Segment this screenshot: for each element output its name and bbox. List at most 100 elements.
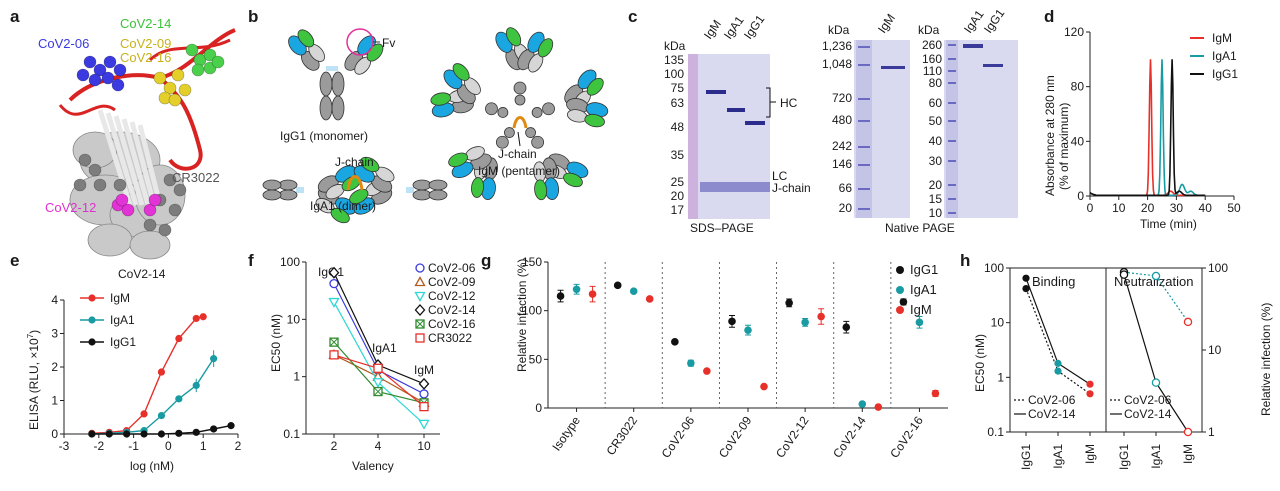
- x-tick-label: IgA1: [1149, 444, 1163, 469]
- x-axis-label: log (nM): [130, 459, 174, 473]
- data-point-iga1: [572, 285, 581, 294]
- vl-domain: [534, 179, 548, 201]
- y-tick-label: 10: [287, 312, 301, 326]
- x-tick-label: 30: [1170, 201, 1184, 215]
- hinge: [406, 187, 414, 193]
- panel-letter-h: h: [960, 251, 970, 270]
- y-axis-label: Relative infection (%): [515, 259, 529, 372]
- data-point-igg1: [192, 428, 200, 436]
- kda-marker: 60: [929, 96, 943, 110]
- legend-marker: [414, 304, 426, 316]
- fc-domain: [531, 107, 543, 118]
- ladder-band: [858, 188, 870, 190]
- residue-sphere: [168, 93, 182, 107]
- gel-band: [983, 64, 1003, 67]
- label-cov2-06: CoV2-06: [38, 36, 89, 51]
- hc-label: HC: [780, 96, 798, 110]
- y-axis-label-right: Relative infection (%): [1259, 303, 1273, 416]
- vl-domain: [430, 92, 452, 106]
- vl-domain: [360, 156, 380, 173]
- ladder-band: [948, 70, 956, 72]
- legend-label: CoV2-16: [428, 317, 476, 331]
- label-cov2-14: CoV2-14: [120, 16, 171, 31]
- fv-label: Fv: [382, 36, 395, 50]
- label-cov2-09: CoV2-09: [120, 36, 171, 51]
- fc-domain: [514, 94, 526, 106]
- binding-point: [1022, 284, 1030, 293]
- fc-domain: [262, 189, 282, 201]
- neutralization-point: [1151, 378, 1161, 387]
- y-tick-label: 120: [1064, 25, 1084, 39]
- fc-domain: [319, 95, 333, 121]
- y-axis-label-sup: 7: [26, 333, 35, 338]
- residue-sphere: [203, 48, 217, 62]
- y-tick-label-left: 100: [984, 261, 1004, 275]
- residue-sphere: [93, 63, 107, 77]
- native-title: Native PAGE: [885, 221, 955, 235]
- igg1-label: IgG1 (monomer): [280, 129, 368, 143]
- lane-label: IgG1: [741, 12, 768, 42]
- data-point-igg1: [140, 430, 148, 438]
- fc-domain: [513, 81, 527, 95]
- data-point-iga1: [210, 355, 218, 363]
- kda-marker: 50: [929, 114, 943, 128]
- legend-label: CoV2-14: [428, 303, 476, 317]
- x-tick-label: IgG1: [1117, 444, 1131, 470]
- ladder-band: [948, 58, 956, 60]
- residue-sphere: [143, 218, 157, 232]
- j-chain-shape: [346, 175, 364, 191]
- data-point-iga1: [629, 287, 638, 296]
- y-tick-label: 4: [51, 293, 58, 307]
- fc-domain: [497, 107, 509, 118]
- kda-marker: 720: [832, 91, 852, 105]
- ladder-band: [858, 64, 870, 66]
- valency-label-iga1: IgA1: [372, 341, 397, 355]
- kda-marker: 80: [929, 76, 943, 90]
- y-tick-label: 100: [280, 255, 300, 269]
- data-point-igm: [175, 334, 183, 343]
- data-point-igm: [817, 312, 825, 321]
- lane-label: IgM: [701, 17, 724, 41]
- beta-strand: [113, 115, 145, 206]
- hinge: [296, 187, 304, 193]
- vl-domain: [330, 207, 350, 224]
- panel-letter-g: g: [481, 251, 491, 270]
- data-point-igg1: [175, 429, 183, 437]
- fab-arm: [566, 98, 609, 128]
- data-point: [419, 401, 429, 412]
- y-tick-label: 40: [1071, 134, 1085, 148]
- data-point-iga1: [192, 381, 200, 390]
- data-point-igg1: [899, 298, 908, 306]
- kda-marker: 35: [671, 148, 685, 162]
- ladder-band: [948, 212, 956, 214]
- data-point-igg1: [728, 317, 736, 326]
- y-tick-label-right: 10: [1208, 343, 1222, 357]
- iga1-label: IgA1 (dimer): [310, 199, 376, 213]
- y-tick-label: 1: [293, 370, 300, 384]
- ladder-band: [948, 198, 956, 200]
- legend-label: CoV2-09: [428, 275, 476, 289]
- fc-domain: [412, 189, 432, 201]
- legend-label: IgG1: [1212, 67, 1238, 81]
- gel-band: [727, 108, 745, 112]
- legend-label: CoV2-06: [1124, 393, 1172, 407]
- residue-sphere: [158, 223, 172, 237]
- y-axis-label-left: EC50 (nM): [973, 334, 987, 392]
- x-tick-label: IgM: [1083, 444, 1097, 464]
- y-tick-label: 0: [535, 401, 542, 415]
- antibody-schematics: [262, 27, 609, 224]
- y-axis-label-text: ELISA (RLU, ×10: [27, 338, 41, 430]
- kda-label: kDa: [828, 23, 850, 37]
- sds-gel: [688, 54, 770, 219]
- y-tick-label: 0.1: [283, 427, 300, 441]
- ladder-lane: [946, 40, 958, 218]
- kda-label: kDa: [664, 39, 686, 53]
- residue-sphere: [211, 55, 225, 69]
- legend-marker: [414, 276, 426, 287]
- j-chain-shape: [512, 116, 528, 129]
- residue-sphere: [113, 178, 127, 192]
- data-point-igm: [588, 290, 597, 298]
- legend-label: IgA1: [910, 282, 937, 297]
- residue-sphere: [178, 83, 192, 97]
- x-tick-label: CoV2-09: [716, 413, 755, 460]
